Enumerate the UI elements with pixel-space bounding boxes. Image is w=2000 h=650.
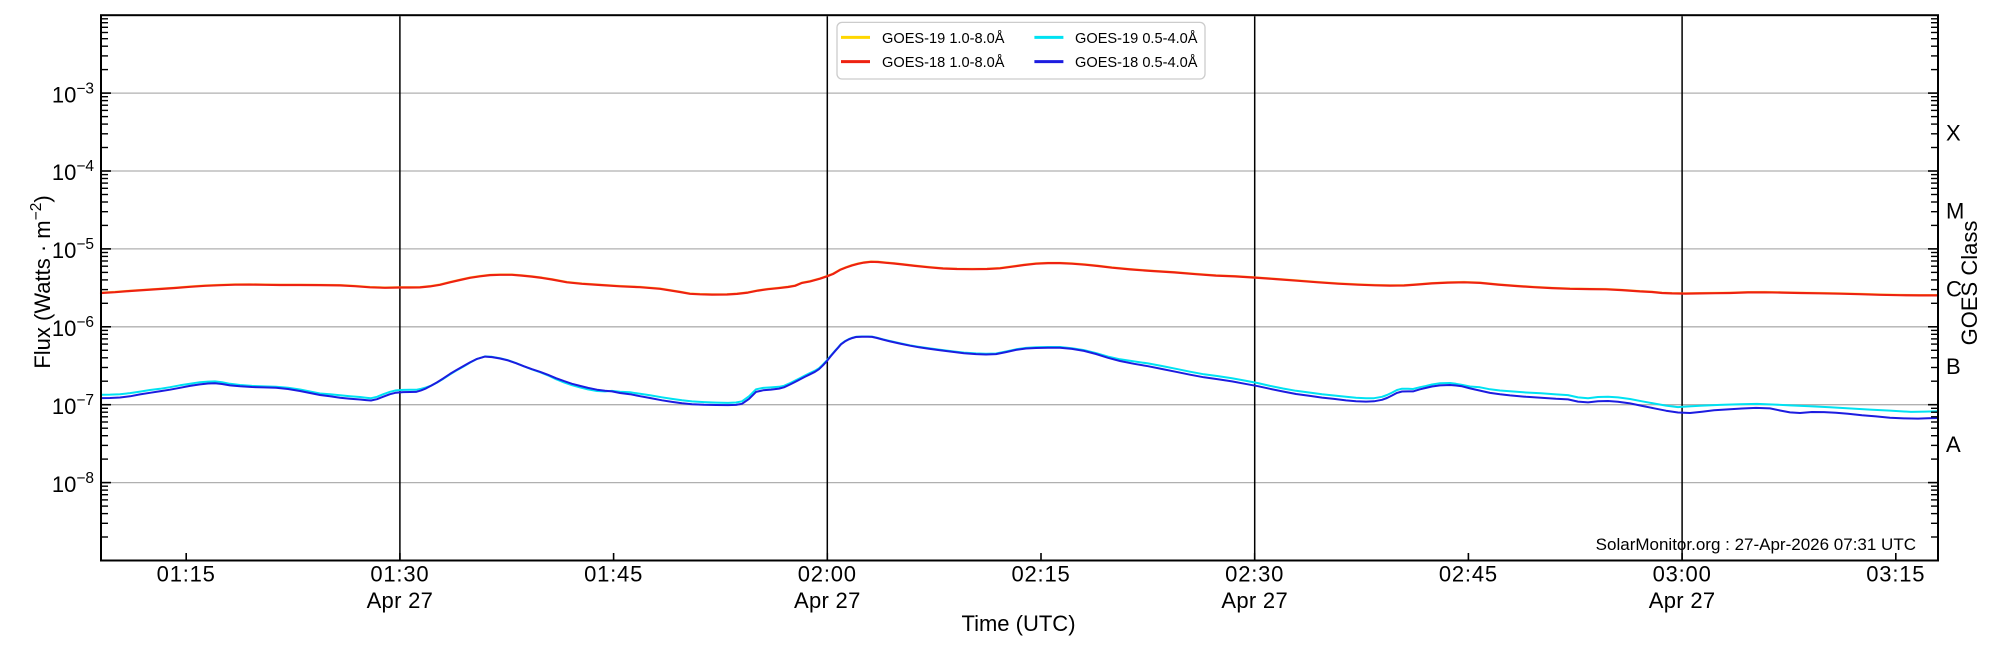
svg-text:Time (UTC): Time (UTC) (961, 611, 1075, 636)
svg-text:01:30: 01:30 (370, 562, 429, 587)
svg-text:C: C (1946, 276, 1962, 301)
svg-text:Apr 27: Apr 27 (794, 588, 861, 613)
svg-text:02:00: 02:00 (798, 562, 857, 587)
svg-text:02:45: 02:45 (1439, 562, 1498, 587)
svg-text:M: M (1946, 198, 1964, 223)
svg-text:10−8: 10−8 (52, 470, 94, 497)
svg-text:03:00: 03:00 (1653, 562, 1712, 587)
svg-text:03:15: 03:15 (1866, 562, 1925, 587)
svg-text:GOES-19 0.5-4.0Å: GOES-19 0.5-4.0Å (1075, 30, 1198, 47)
svg-text:01:45: 01:45 (584, 562, 643, 587)
svg-text:Flux (Watts · m−2): Flux (Watts · m−2) (28, 195, 55, 368)
svg-text:10−7: 10−7 (52, 392, 94, 419)
svg-text:Apr 27: Apr 27 (1221, 588, 1288, 613)
svg-text:10−5: 10−5 (52, 236, 94, 263)
svg-text:Apr 27: Apr 27 (367, 588, 434, 613)
svg-text:Apr 27: Apr 27 (1649, 588, 1716, 613)
svg-text:X: X (1946, 121, 1961, 146)
svg-text:02:30: 02:30 (1225, 562, 1284, 587)
svg-text:SolarMonitor.org : 27-Apr-2026: SolarMonitor.org : 27-Apr-2026 07:31 UTC (1596, 535, 1916, 554)
svg-text:GOES-18 0.5-4.0Å: GOES-18 0.5-4.0Å (1075, 54, 1198, 71)
svg-text:02:15: 02:15 (1011, 562, 1070, 587)
svg-text:B: B (1946, 354, 1961, 379)
svg-text:GOES Class: GOES Class (1957, 221, 1982, 346)
svg-text:GOES-19 1.0-8.0Å: GOES-19 1.0-8.0Å (882, 30, 1005, 47)
svg-text:A: A (1946, 432, 1961, 457)
svg-text:01:15: 01:15 (157, 562, 216, 587)
svg-text:GOES-18 1.0-8.0Å: GOES-18 1.0-8.0Å (882, 54, 1005, 71)
